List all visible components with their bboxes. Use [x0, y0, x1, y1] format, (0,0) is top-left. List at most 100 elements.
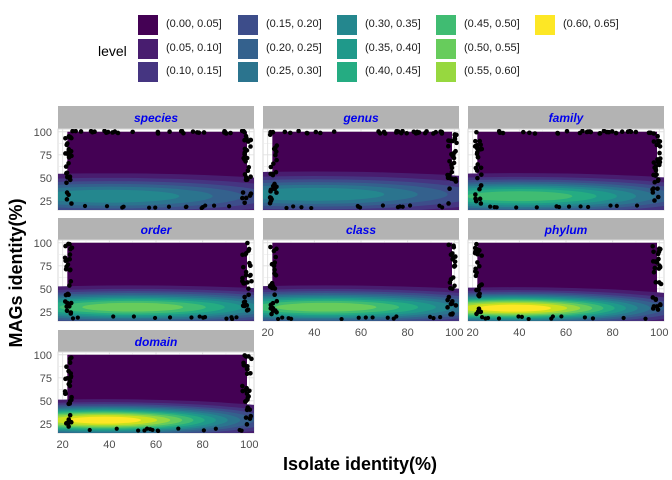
data-point — [65, 175, 70, 180]
legend-key — [535, 15, 555, 35]
data-point — [199, 205, 204, 210]
data-point — [239, 129, 245, 134]
data-point — [397, 204, 402, 209]
data-point — [578, 204, 583, 209]
data-point — [130, 129, 135, 135]
data-point — [152, 315, 158, 321]
data-point — [478, 165, 484, 171]
data-point — [246, 354, 251, 359]
data-point — [614, 203, 619, 208]
density-contours — [58, 242, 254, 321]
data-point — [653, 279, 659, 285]
data-point — [67, 412, 73, 418]
data-point — [68, 279, 74, 284]
data-point — [519, 314, 524, 319]
data-point — [299, 205, 304, 210]
data-point — [613, 130, 619, 136]
data-point — [155, 428, 160, 433]
data-point — [246, 292, 251, 298]
data-point — [475, 175, 480, 181]
data-point — [194, 130, 200, 135]
data-point — [274, 184, 279, 190]
data-point — [422, 130, 428, 136]
data-point — [248, 144, 253, 149]
data-point — [559, 314, 564, 319]
data-point — [242, 303, 247, 309]
data-point — [167, 315, 173, 320]
facet-genus: genus — [262, 106, 460, 211]
data-point — [240, 278, 245, 284]
data-point — [240, 383, 245, 389]
data-point — [82, 203, 88, 209]
legend-label: (0.55, 0.60] — [464, 65, 520, 77]
data-point — [273, 145, 278, 151]
data-point — [601, 129, 607, 134]
data-points — [63, 129, 254, 210]
data-point — [449, 151, 454, 157]
data-point — [243, 251, 249, 256]
data-point — [87, 427, 92, 433]
data-point — [586, 204, 591, 210]
data-point — [273, 152, 278, 158]
data-point — [475, 162, 481, 167]
data-point — [438, 315, 443, 320]
data-point — [398, 130, 404, 136]
data-point — [477, 263, 482, 269]
x-tick-label: 100 — [240, 439, 258, 451]
y-axis-title: MAGs identity(%) — [6, 198, 26, 347]
data-point — [452, 136, 458, 142]
density-contours — [263, 242, 459, 321]
data-point — [477, 196, 483, 202]
data-point — [267, 200, 273, 206]
data-point — [445, 305, 450, 310]
facet-strip-label: domain — [135, 335, 178, 349]
x-tick-label: 80 — [607, 327, 619, 339]
data-points — [267, 129, 459, 210]
facet-strip — [468, 218, 664, 240]
data-point — [657, 150, 662, 156]
data-point — [78, 129, 84, 134]
data-point — [222, 129, 228, 135]
data-point — [447, 158, 452, 164]
data-point — [621, 315, 626, 321]
data-point — [67, 356, 73, 362]
data-point — [407, 203, 413, 208]
data-point — [527, 130, 532, 136]
data-point — [69, 394, 74, 400]
x-tick-label: 40 — [103, 439, 115, 451]
facet-domain: domain 25 50 75 100 20 40 60 80 100 — [34, 330, 259, 451]
data-point — [181, 130, 186, 136]
data-point — [271, 161, 276, 166]
x-tick-label: 100 — [445, 327, 463, 339]
data-point — [655, 194, 661, 200]
data-point — [440, 205, 445, 210]
data-point — [268, 164, 274, 170]
data-point — [242, 137, 247, 143]
data-point — [449, 162, 454, 168]
data-point — [190, 129, 196, 134]
data-point — [68, 300, 74, 306]
data-point — [370, 315, 375, 320]
data-point — [244, 385, 249, 391]
data-point — [70, 316, 76, 321]
data-point — [478, 201, 484, 206]
data-point — [651, 139, 657, 144]
x-tick-label: 40 — [308, 327, 320, 339]
data-point — [243, 195, 249, 201]
data-point — [473, 192, 478, 197]
data-point — [479, 315, 485, 320]
data-point — [104, 204, 110, 209]
data-point — [248, 191, 254, 196]
data-point — [446, 242, 452, 248]
data-point — [67, 256, 73, 262]
data-point — [532, 131, 538, 136]
data-point — [240, 190, 246, 195]
data-point — [227, 204, 232, 209]
density-contours — [468, 131, 664, 210]
data-point — [67, 252, 73, 257]
density-band — [263, 187, 385, 201]
data-point — [64, 364, 69, 370]
facet-strip-label: family — [549, 111, 585, 125]
data-point — [248, 413, 254, 419]
y-tick-label: 50 — [40, 396, 52, 408]
